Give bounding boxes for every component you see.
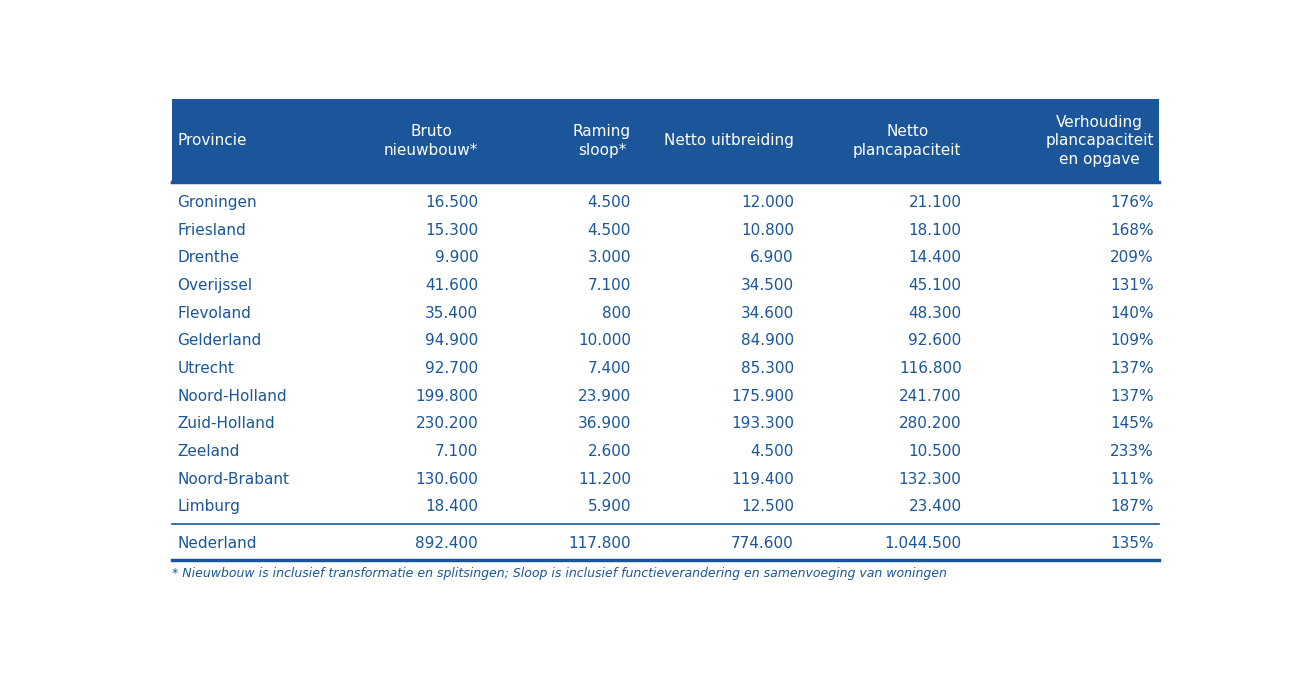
Text: Gelderland: Gelderland bbox=[178, 333, 261, 348]
Text: Nederland: Nederland bbox=[178, 536, 257, 552]
Text: 230.200: 230.200 bbox=[416, 416, 478, 431]
Text: 137%: 137% bbox=[1111, 389, 1154, 403]
Text: 175.900: 175.900 bbox=[731, 389, 794, 403]
Text: 10.500: 10.500 bbox=[908, 444, 961, 459]
Text: 233%: 233% bbox=[1111, 444, 1154, 459]
Text: Netto uitbreiding: Netto uitbreiding bbox=[664, 133, 794, 149]
Text: 12.000: 12.000 bbox=[740, 195, 794, 210]
Text: Groningen: Groningen bbox=[178, 195, 257, 210]
Text: 1.044.500: 1.044.500 bbox=[885, 536, 961, 552]
Text: 6.900: 6.900 bbox=[751, 251, 794, 265]
Text: 18.400: 18.400 bbox=[425, 499, 478, 514]
Text: 9.900: 9.900 bbox=[435, 251, 478, 265]
Text: 10.800: 10.800 bbox=[740, 223, 794, 237]
Text: 4.500: 4.500 bbox=[587, 223, 631, 237]
Text: 3.000: 3.000 bbox=[587, 251, 631, 265]
Text: Utrecht: Utrecht bbox=[178, 361, 234, 376]
Text: 187%: 187% bbox=[1111, 499, 1154, 514]
Text: 109%: 109% bbox=[1111, 333, 1154, 348]
Text: 35.400: 35.400 bbox=[425, 305, 478, 321]
Text: 12.500: 12.500 bbox=[740, 499, 794, 514]
Text: 34.500: 34.500 bbox=[740, 278, 794, 293]
Text: Drenthe: Drenthe bbox=[178, 251, 239, 265]
Text: 84.900: 84.900 bbox=[740, 333, 794, 348]
Text: 132.300: 132.300 bbox=[899, 471, 961, 486]
Text: 140%: 140% bbox=[1111, 305, 1154, 321]
Text: 209%: 209% bbox=[1111, 251, 1154, 265]
Text: Flevoland: Flevoland bbox=[178, 305, 251, 321]
Text: 10.000: 10.000 bbox=[578, 333, 631, 348]
Text: 41.600: 41.600 bbox=[425, 278, 478, 293]
Text: 111%: 111% bbox=[1111, 471, 1154, 486]
Text: * Nieuwbouw is inclusief transformatie en splitsingen; Sloop is inclusief functi: * Nieuwbouw is inclusief transformatie e… bbox=[173, 567, 947, 579]
Text: 36.900: 36.900 bbox=[578, 416, 631, 431]
Text: 800: 800 bbox=[603, 305, 631, 321]
Text: 16.500: 16.500 bbox=[425, 195, 478, 210]
Text: 18.100: 18.100 bbox=[908, 223, 961, 237]
Text: 241.700: 241.700 bbox=[899, 389, 961, 403]
Text: Bruto
nieuwbouw*: Bruto nieuwbouw* bbox=[383, 124, 478, 158]
Text: 7.400: 7.400 bbox=[587, 361, 631, 376]
Text: Friesland: Friesland bbox=[178, 223, 247, 237]
Text: Zuid-Holland: Zuid-Holland bbox=[178, 416, 275, 431]
Text: 4.500: 4.500 bbox=[587, 195, 631, 210]
Text: 117.800: 117.800 bbox=[569, 536, 631, 552]
Text: 176%: 176% bbox=[1111, 195, 1154, 210]
Text: Verhouding
plancapaciteit
en opgave: Verhouding plancapaciteit en opgave bbox=[1046, 115, 1154, 167]
Text: 131%: 131% bbox=[1111, 278, 1154, 293]
Text: 48.300: 48.300 bbox=[908, 305, 961, 321]
Text: Provincie: Provincie bbox=[178, 133, 247, 149]
Text: 193.300: 193.300 bbox=[731, 416, 794, 431]
Text: 199.800: 199.800 bbox=[416, 389, 478, 403]
Text: 23.900: 23.900 bbox=[578, 389, 631, 403]
Text: 2.600: 2.600 bbox=[587, 444, 631, 459]
Text: 7.100: 7.100 bbox=[587, 278, 631, 293]
Text: 168%: 168% bbox=[1111, 223, 1154, 237]
Text: 21.100: 21.100 bbox=[908, 195, 961, 210]
Text: 85.300: 85.300 bbox=[740, 361, 794, 376]
Text: 280.200: 280.200 bbox=[899, 416, 961, 431]
Text: 7.100: 7.100 bbox=[435, 444, 478, 459]
Text: Zeeland: Zeeland bbox=[178, 444, 240, 459]
Bar bbox=[173, 99, 1159, 182]
Text: 116.800: 116.800 bbox=[899, 361, 961, 376]
Text: 135%: 135% bbox=[1111, 536, 1154, 552]
Text: 145%: 145% bbox=[1111, 416, 1154, 431]
Text: 892.400: 892.400 bbox=[416, 536, 478, 552]
Text: 4.500: 4.500 bbox=[751, 444, 794, 459]
Text: 94.900: 94.900 bbox=[425, 333, 478, 348]
Text: 92.600: 92.600 bbox=[908, 333, 961, 348]
Text: 14.400: 14.400 bbox=[908, 251, 961, 265]
Text: 45.100: 45.100 bbox=[908, 278, 961, 293]
Text: 34.600: 34.600 bbox=[740, 305, 794, 321]
Text: Raming
sloop*: Raming sloop* bbox=[573, 124, 631, 158]
Text: 11.200: 11.200 bbox=[578, 471, 631, 486]
Text: Noord-Holland: Noord-Holland bbox=[178, 389, 287, 403]
Text: 119.400: 119.400 bbox=[731, 471, 794, 486]
Text: 130.600: 130.600 bbox=[416, 471, 478, 486]
Text: Noord-Brabant: Noord-Brabant bbox=[178, 471, 290, 486]
Text: 15.300: 15.300 bbox=[425, 223, 478, 237]
Text: Netto
plancapaciteit: Netto plancapaciteit bbox=[853, 124, 961, 158]
Text: 5.900: 5.900 bbox=[587, 499, 631, 514]
Text: Limburg: Limburg bbox=[178, 499, 240, 514]
Text: 23.400: 23.400 bbox=[908, 499, 961, 514]
Text: 774.600: 774.600 bbox=[731, 536, 794, 552]
Text: 92.700: 92.700 bbox=[425, 361, 478, 376]
Text: Overijssel: Overijssel bbox=[178, 278, 252, 293]
Text: 137%: 137% bbox=[1111, 361, 1154, 376]
